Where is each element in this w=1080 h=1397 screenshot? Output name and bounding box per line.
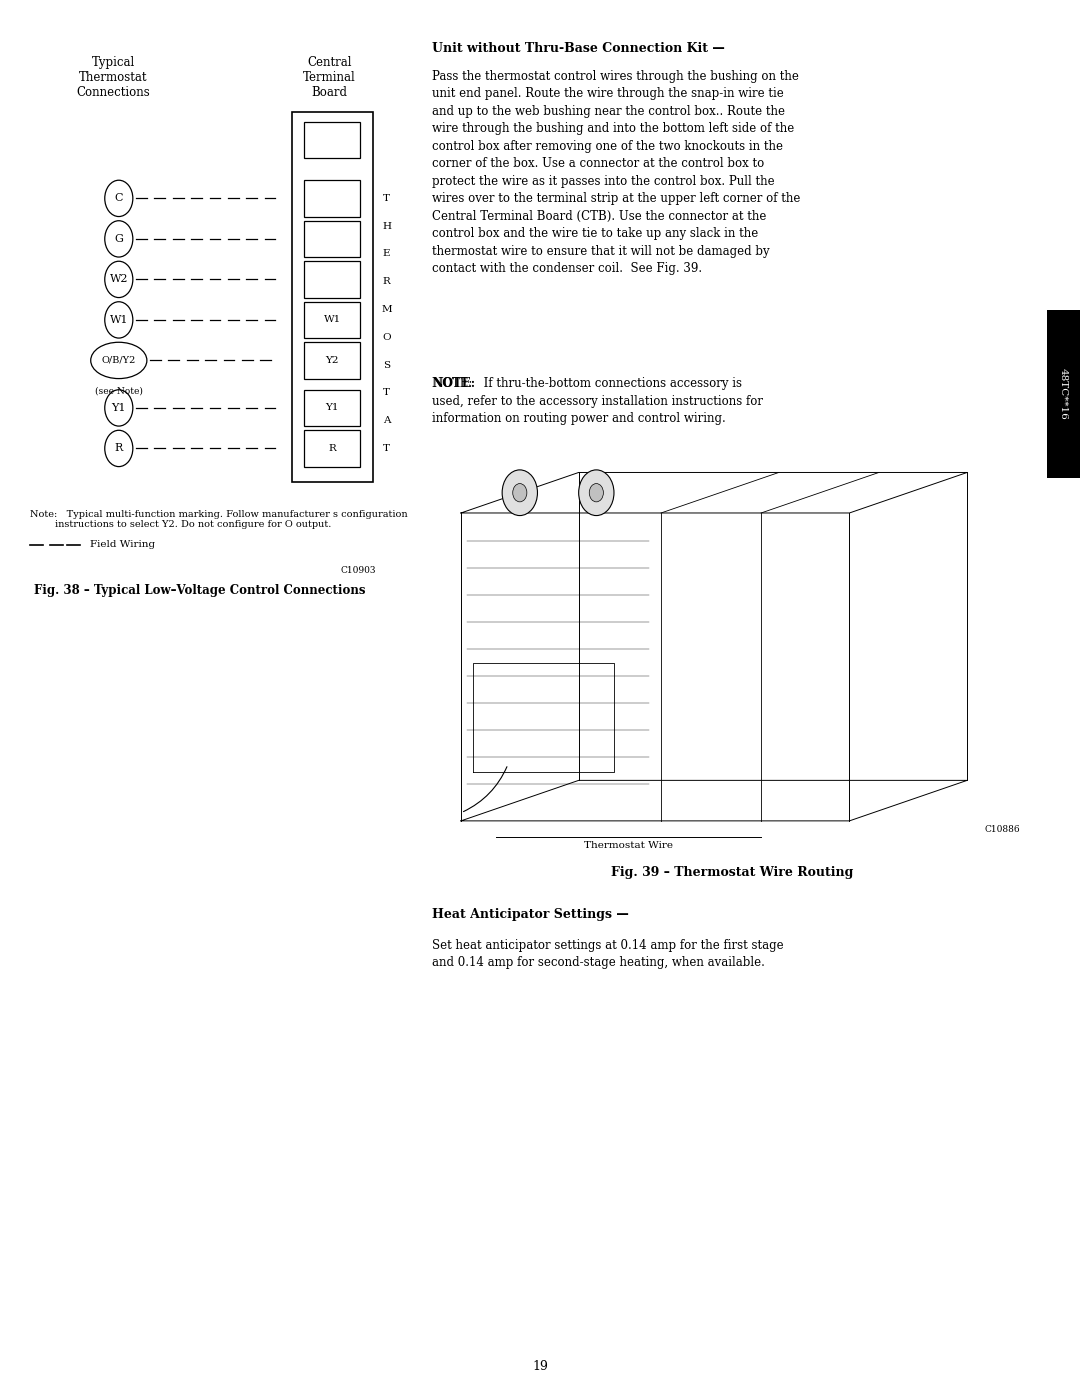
Text: NOTE:   If thru-the-bottom connections accessory is
used, refer to the accessory: NOTE: If thru-the-bottom connections acc…: [432, 377, 762, 425]
Text: Fig. 38 – Typical Low–Voltage Control Connections: Fig. 38 – Typical Low–Voltage Control Co…: [35, 584, 365, 597]
Circle shape: [513, 483, 527, 502]
Bar: [305, 390, 360, 426]
Text: H: H: [382, 222, 391, 231]
Circle shape: [105, 221, 133, 257]
Bar: [305, 302, 360, 338]
Circle shape: [105, 302, 133, 338]
Text: W1: W1: [324, 316, 340, 324]
Text: Y1: Y1: [325, 404, 339, 412]
Text: Pass the thermostat control wires through the bushing on the
unit end panel. Rou: Pass the thermostat control wires throug…: [432, 70, 800, 275]
Text: Thermostat Wire: Thermostat Wire: [584, 841, 673, 851]
Text: C: C: [114, 193, 123, 204]
Bar: [292, 112, 373, 482]
Text: R: R: [382, 277, 391, 286]
Text: R: R: [114, 443, 123, 454]
Circle shape: [105, 261, 133, 298]
Bar: [305, 261, 360, 298]
Text: M: M: [381, 305, 392, 314]
Circle shape: [502, 469, 538, 515]
Text: T: T: [383, 388, 390, 397]
Text: Fig. 39 – Thermostat Wire Routing: Fig. 39 – Thermostat Wire Routing: [610, 866, 853, 879]
Text: Central
Terminal
Board: Central Terminal Board: [303, 56, 355, 99]
Text: NOTE:: NOTE:: [432, 377, 475, 390]
Text: Typical
Thermostat
Connections: Typical Thermostat Connections: [77, 56, 150, 99]
Text: (see Note): (see Note): [95, 387, 143, 395]
Circle shape: [579, 469, 613, 515]
Text: A: A: [383, 416, 390, 425]
Bar: [305, 180, 360, 217]
Circle shape: [105, 430, 133, 467]
Text: C10886: C10886: [985, 826, 1021, 834]
Text: Heat Anticipator Settings —: Heat Anticipator Settings —: [432, 908, 629, 921]
Bar: [305, 430, 360, 467]
Text: 19: 19: [532, 1359, 548, 1373]
Text: W2: W2: [109, 274, 129, 285]
Bar: [305, 342, 360, 379]
Text: Note:   Typical multi-function marking. Follow manufacturer s configuration
    : Note: Typical multi-function marking. Fo…: [30, 510, 408, 529]
Text: R: R: [328, 444, 336, 453]
Bar: [305, 221, 360, 257]
Circle shape: [105, 180, 133, 217]
Text: Field Wiring: Field Wiring: [90, 541, 154, 549]
Bar: [1047, 310, 1080, 478]
Text: T: T: [383, 444, 390, 453]
Text: E: E: [383, 250, 390, 258]
Text: C10903: C10903: [340, 566, 376, 574]
Text: O/B/Y2: O/B/Y2: [102, 356, 136, 365]
Text: 48TC**16: 48TC**16: [1058, 367, 1068, 420]
Bar: [305, 122, 360, 158]
Text: O: O: [382, 332, 391, 342]
Text: Unit without Thru-Base Connection Kit —: Unit without Thru-Base Connection Kit —: [432, 42, 725, 54]
Text: Y2: Y2: [325, 356, 339, 365]
Ellipse shape: [91, 342, 147, 379]
Text: G: G: [114, 233, 123, 244]
Text: W1: W1: [109, 314, 129, 326]
Text: Set heat anticipator settings at 0.14 amp for the first stage
and 0.14 amp for s: Set heat anticipator settings at 0.14 am…: [432, 939, 784, 970]
Bar: [437, 440, 1026, 845]
Text: T: T: [383, 194, 390, 203]
Circle shape: [590, 483, 604, 502]
Circle shape: [105, 390, 133, 426]
Text: Y1: Y1: [111, 402, 126, 414]
Text: S: S: [383, 360, 390, 370]
